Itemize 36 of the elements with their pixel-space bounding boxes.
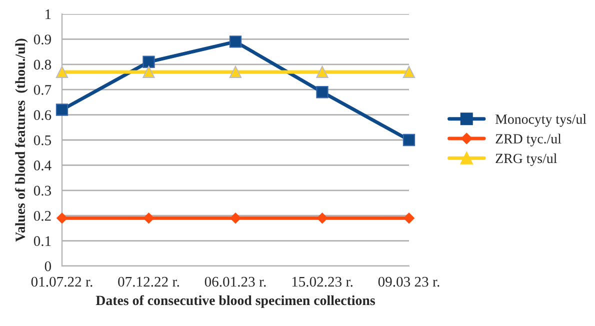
point	[316, 212, 328, 224]
y-tick-label: 0.2	[34, 210, 51, 221]
point	[142, 66, 155, 78]
y-tick-label: 0.7	[34, 84, 52, 95]
point	[402, 66, 416, 78]
y-tick-label: 0.5	[34, 135, 52, 146]
y-tick-label: 0.6	[34, 110, 52, 120]
x-tick-label: 06.01.23 r.	[204, 276, 266, 287]
point	[316, 86, 328, 98]
y-tick-label: 0.1	[34, 236, 51, 246]
point	[142, 56, 155, 68]
point	[229, 36, 242, 48]
x-tick-label: 07.12.22 r.	[118, 276, 179, 287]
point	[316, 66, 328, 78]
point	[143, 212, 154, 224]
point	[402, 134, 416, 146]
point	[404, 212, 414, 224]
x-tick-label: 09.03 23 r.	[378, 276, 440, 287]
point	[56, 66, 68, 78]
x-tick-label: 15.02.23 r.	[292, 276, 352, 287]
point	[56, 104, 68, 116]
x-tick-label: 01.07.22 r.	[31, 276, 92, 287]
y-tick-label: 0.8	[34, 60, 52, 70]
legend-label: ZRD tyc./ul	[496, 134, 562, 146]
y-tick-label: 0	[44, 261, 52, 272]
legend-label: Monocyty tys/ul	[495, 114, 586, 127]
y-tick-label: 0.9	[34, 34, 51, 44]
x-axis-title: Dates of consecutive blood specimen collections	[96, 295, 375, 308]
point	[56, 212, 68, 224]
y-tick-label: 0.3	[34, 186, 52, 196]
point	[229, 66, 242, 78]
y-tick-label: 0.4	[34, 160, 52, 170]
legend-label: ZRG tys/ul	[496, 153, 557, 166]
y-tick-label: 1	[46, 9, 51, 20]
y-axis-title: Values of blood features (thou./ul)	[15, 38, 28, 242]
point	[230, 212, 241, 224]
